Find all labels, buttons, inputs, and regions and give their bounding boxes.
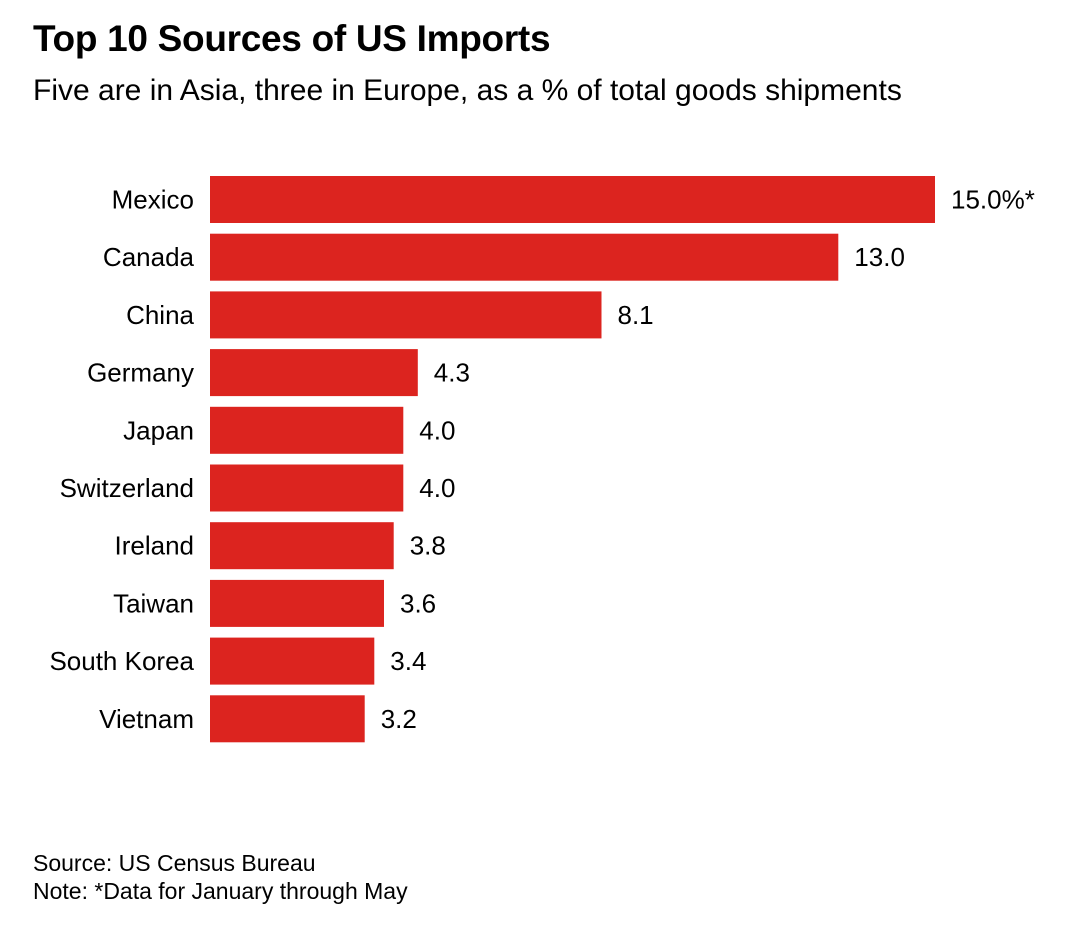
value-label: 3.4 [390, 646, 426, 676]
source-note: Source: US Census Bureau [33, 850, 316, 876]
bar-ireland [210, 522, 394, 570]
category-label: South Korea [49, 646, 194, 676]
category-label: Canada [103, 242, 195, 272]
category-label: Germany [87, 358, 194, 388]
category-label: Ireland [115, 531, 195, 561]
bar-mexico [210, 176, 935, 223]
bar-taiwan [210, 579, 384, 627]
value-label: 13.0 [854, 242, 905, 272]
bar-vietnam [210, 695, 365, 743]
value-label: 4.3 [434, 358, 470, 388]
bar-japan [210, 406, 404, 454]
value-label: 8.1 [618, 300, 654, 330]
bar-switzerland [210, 464, 404, 512]
value-label: 3.6 [400, 588, 436, 618]
bar-canada [210, 233, 839, 281]
category-label: Taiwan [113, 588, 194, 618]
category-label: Mexico [112, 185, 194, 215]
bar-south-korea [210, 637, 375, 685]
value-label: 15.0%* [951, 185, 1035, 215]
bar-china [210, 291, 602, 339]
category-label: China [126, 300, 194, 330]
value-label: 3.8 [410, 531, 446, 561]
value-label: 3.2 [381, 704, 417, 734]
footnote: Note: *Data for January through May [33, 878, 408, 904]
bar-germany [210, 349, 418, 397]
category-label: Switzerland [60, 473, 194, 503]
value-label: 4.0 [419, 415, 455, 445]
chart-subtitle: Five are in Asia, three in Europe, as a … [33, 74, 902, 107]
value-label: 4.0 [419, 473, 455, 503]
category-label: Japan [123, 415, 194, 445]
category-label: Vietnam [99, 704, 194, 734]
chart-title: Top 10 Sources of US Imports [33, 18, 551, 59]
